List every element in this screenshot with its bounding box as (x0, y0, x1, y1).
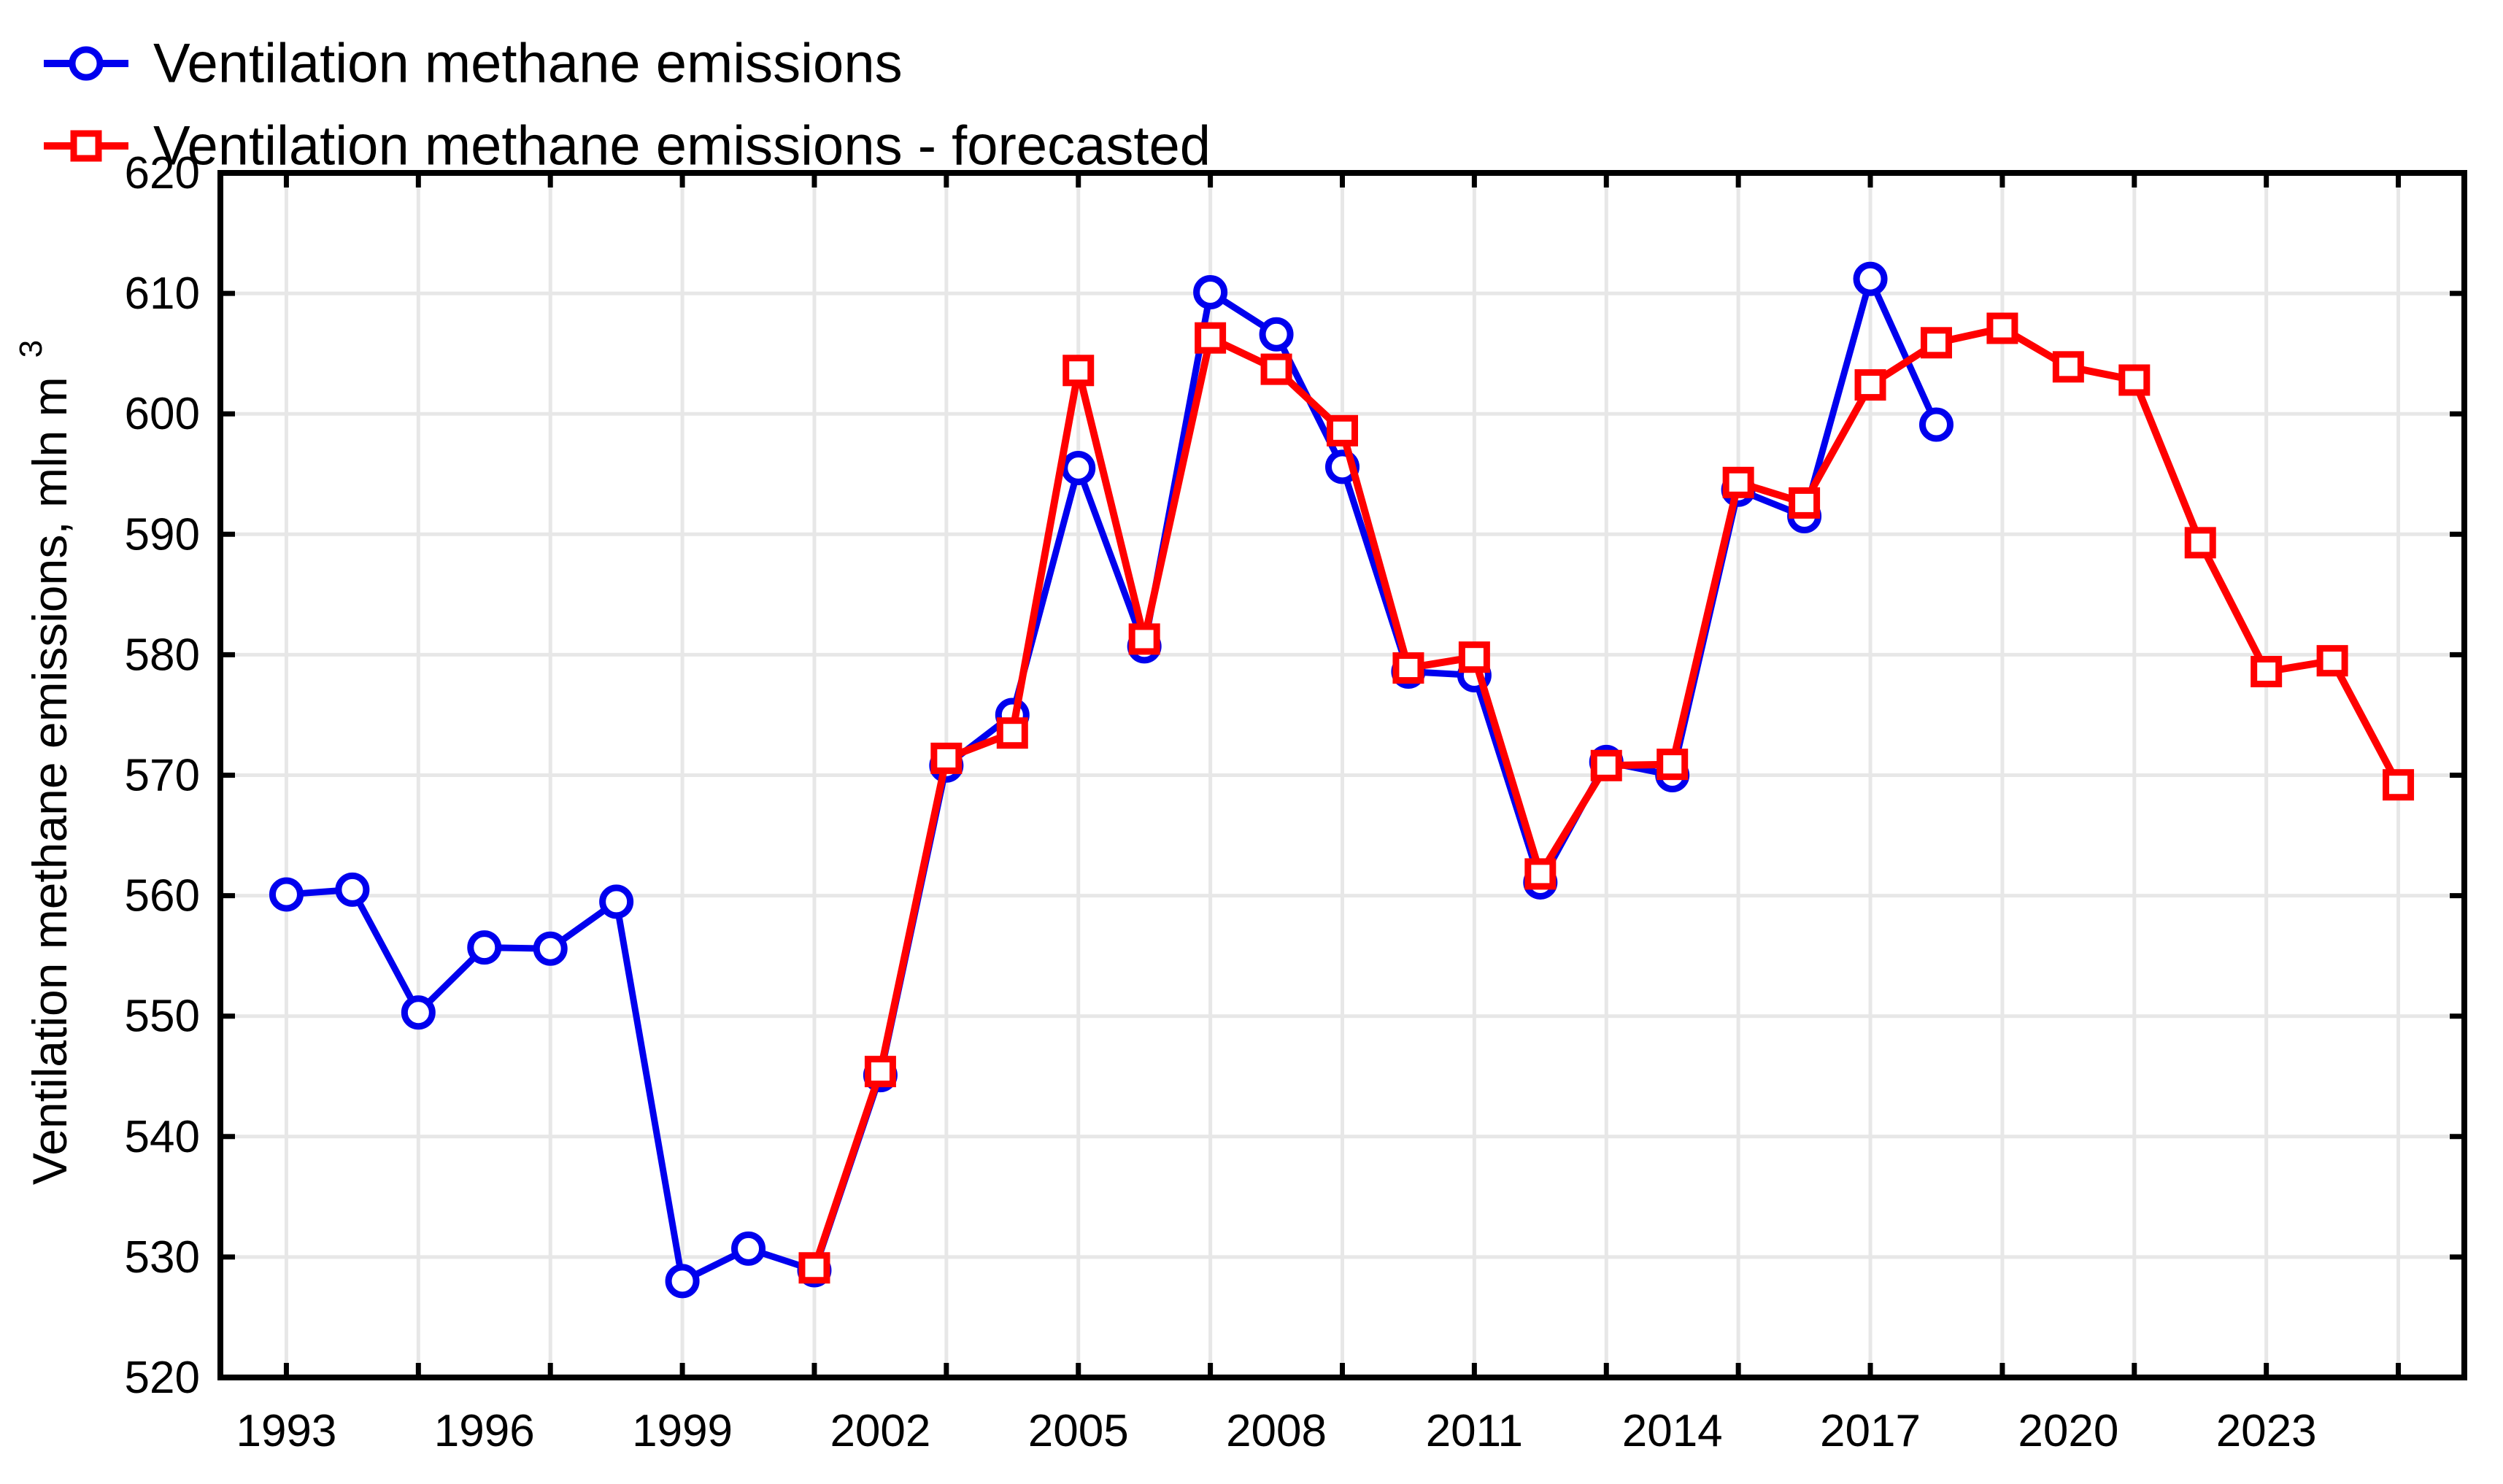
square-marker-icon (1392, 652, 1424, 684)
square-marker-icon (1195, 322, 1227, 354)
square-marker-icon (2118, 364, 2151, 396)
square-marker-icon (2184, 527, 2216, 559)
square-marker-icon (2052, 351, 2084, 383)
x-tick-label: 2008 (1226, 1406, 1327, 1456)
square-marker-icon (70, 130, 102, 162)
y-axis-title-text: Ventilation methane emissions, mln m (23, 376, 77, 1185)
square-marker-icon (1986, 312, 2018, 344)
axis-tick-labels: 1993 1996 1999 2002 2005 2008 2011 2014 2017 2020… (125, 148, 2317, 1456)
square-marker-icon (1722, 466, 1754, 498)
x-tick-label: 2005 (1028, 1406, 1129, 1456)
square-marker-icon (1260, 353, 1292, 385)
circle-marker-icon (69, 46, 104, 81)
square-marker-icon (1524, 858, 1557, 890)
circle-marker-icon (1918, 407, 1954, 442)
y-tick-label: 530 (125, 1232, 200, 1283)
y-tick-label: 610 (125, 268, 200, 319)
y-axis-title: Ventilation methane emissions, mln m 3 (13, 340, 77, 1185)
square-marker-icon (2251, 656, 2283, 688)
gridlines (220, 173, 2464, 1377)
square-marker-icon (930, 742, 963, 774)
y-tick-label: 560 (125, 871, 200, 921)
y-tick-label: 550 (125, 992, 200, 1042)
series-line-actual (282, 275, 1940, 1285)
circle-marker-icon (335, 872, 370, 907)
x-tick-label: 2014 (1622, 1406, 1723, 1456)
circle-marker-icon (533, 931, 568, 966)
y-axis-title-superscript: 3 (13, 340, 49, 358)
circle-marker-icon (599, 884, 634, 919)
circle-marker-icon (731, 1231, 766, 1266)
circle-marker-icon (269, 877, 304, 912)
legend-item-forecast: Ventilation methane emissions - forecast… (44, 115, 1211, 177)
square-marker-icon (864, 1056, 896, 1088)
square-marker-icon (2316, 645, 2348, 677)
circle-marker-icon (467, 930, 502, 965)
legend-label-forecast: Ventilation methane emissions - forecast… (153, 115, 1211, 177)
series-actual (269, 261, 1954, 1299)
square-marker-icon (1854, 369, 1886, 401)
square-marker-icon (1458, 641, 1490, 673)
square-marker-icon (1327, 414, 1358, 447)
legend-item-actual: Ventilation methane emissions (44, 33, 903, 95)
series-forecast (798, 312, 2415, 1284)
circle-marker-icon (1061, 450, 1096, 485)
y-tick-label: 570 (125, 751, 200, 801)
x-tick-label: 1999 (632, 1406, 733, 1456)
y-tick-label: 540 (125, 1112, 200, 1162)
y-tick-label: 590 (125, 509, 200, 560)
y-tick-label: 520 (125, 1353, 200, 1403)
x-tick-label: 2002 (830, 1406, 930, 1456)
square-marker-icon (1657, 749, 1689, 781)
square-marker-icon (1128, 623, 1160, 655)
square-marker-icon (1062, 355, 1095, 387)
circle-marker-icon (1193, 274, 1228, 309)
legend-label-actual: Ventilation methane emissions (153, 33, 903, 95)
circle-marker-icon (1259, 317, 1294, 352)
y-tick-label: 600 (125, 389, 200, 439)
x-tick-label: 2020 (2018, 1406, 2118, 1456)
y-tick-label: 620 (125, 148, 200, 198)
x-tick-label: 2017 (1820, 1406, 1921, 1456)
legend: Ventilation methane emissions Ventilatio… (44, 33, 1211, 177)
square-marker-icon (1920, 327, 1952, 359)
data-series (269, 261, 2415, 1299)
axis-ticks (220, 170, 2464, 1380)
y-tick-label: 580 (125, 630, 200, 680)
square-marker-icon (798, 1252, 830, 1284)
x-tick-label: 2023 (2216, 1406, 2317, 1456)
square-marker-icon (1590, 749, 1622, 781)
circle-marker-icon (665, 1264, 700, 1299)
x-tick-label: 1993 (236, 1406, 336, 1456)
square-marker-icon (2383, 769, 2415, 801)
square-marker-icon (1789, 487, 1821, 519)
x-tick-label: 2011 (1426, 1406, 1523, 1456)
square-marker-icon (996, 717, 1028, 749)
circle-marker-icon (1853, 261, 1888, 296)
x-tick-label: 1996 (434, 1406, 535, 1456)
circle-marker-icon (401, 995, 436, 1030)
